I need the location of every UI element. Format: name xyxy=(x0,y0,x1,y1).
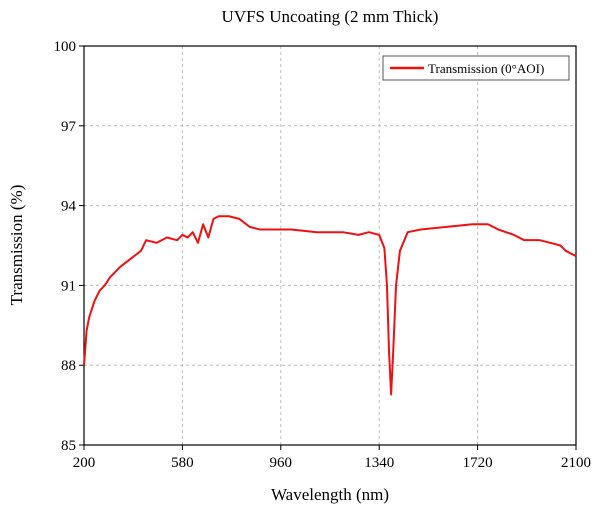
x-tick-label: 200 xyxy=(73,455,96,471)
x-tick-label: 1340 xyxy=(364,455,394,471)
x-tick-label: 580 xyxy=(171,455,194,471)
legend-label: Transmission (0°AOI) xyxy=(428,61,544,76)
x-tick-label: 1720 xyxy=(463,455,493,471)
y-tick-label: 85 xyxy=(61,438,76,454)
x-axis-label: Wavelength (nm) xyxy=(271,485,389,504)
y-tick-label: 100 xyxy=(54,39,77,55)
plot-frame xyxy=(83,45,577,446)
y-tick-label: 88 xyxy=(61,358,76,374)
x-tick-label: 960 xyxy=(270,455,293,471)
data-line xyxy=(83,215,577,396)
y-tick-label: 94 xyxy=(61,199,77,215)
chart-title: UVFS Uncoating (2 mm Thick) xyxy=(222,7,439,26)
y-tick-label: 91 xyxy=(61,278,76,294)
y-tick-label: 97 xyxy=(61,119,77,135)
y-axis-label: Transmission (%) xyxy=(7,185,26,306)
x-tick-label: 2100 xyxy=(561,455,591,471)
